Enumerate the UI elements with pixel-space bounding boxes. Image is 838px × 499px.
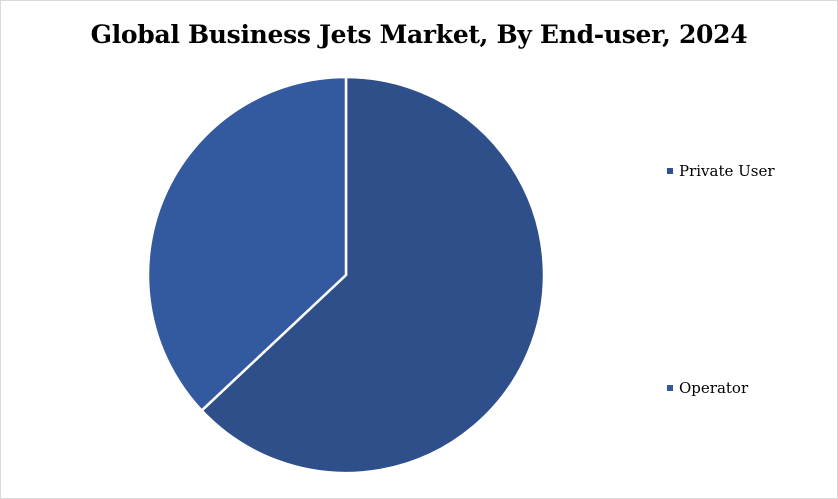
legend-swatch-private-user: [667, 168, 673, 174]
legend-label-operator: Operator: [679, 379, 749, 397]
chart-legend: Private User Operator: [667, 0, 832, 499]
legend-item-private-user: Private User: [667, 162, 775, 180]
pie-slice-private-user: [200, 75, 546, 475]
chart-title: Global Business Jets Market, By End-user…: [90, 20, 748, 49]
legend-label-private-user: Private User: [679, 162, 775, 180]
legend-item-operator: Operator: [667, 379, 748, 397]
legend-swatch-operator: [667, 385, 673, 391]
pie-slice-operator: [146, 75, 348, 412]
